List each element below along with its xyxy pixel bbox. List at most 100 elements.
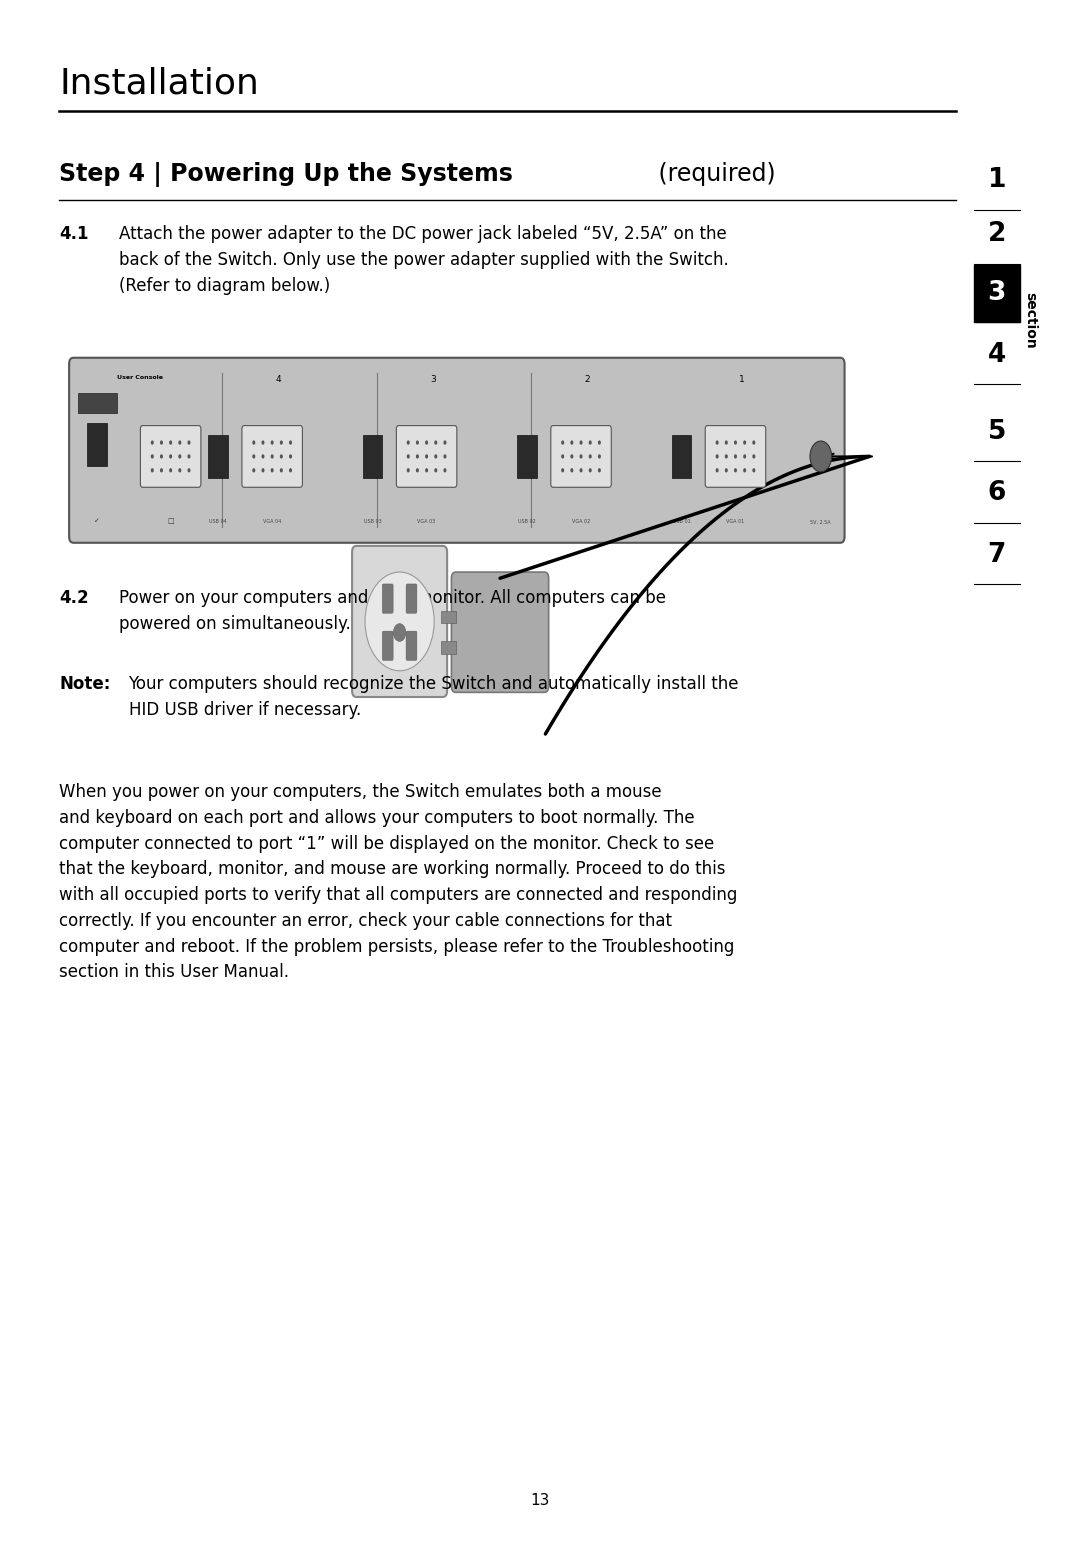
- Text: 13: 13: [530, 1493, 550, 1508]
- Circle shape: [810, 441, 832, 472]
- Circle shape: [562, 455, 564, 458]
- Circle shape: [178, 441, 181, 444]
- Text: 2: 2: [584, 375, 591, 384]
- Text: 5: 5: [987, 419, 1007, 444]
- Circle shape: [289, 469, 292, 472]
- Circle shape: [253, 441, 255, 444]
- Circle shape: [188, 455, 190, 458]
- FancyBboxPatch shape: [517, 435, 537, 478]
- Circle shape: [589, 469, 592, 472]
- Circle shape: [280, 455, 283, 458]
- FancyBboxPatch shape: [406, 631, 417, 660]
- Circle shape: [725, 455, 728, 458]
- Text: User Console: User Console: [118, 375, 163, 379]
- Circle shape: [188, 441, 190, 444]
- Circle shape: [407, 469, 409, 472]
- Circle shape: [289, 455, 292, 458]
- Circle shape: [253, 469, 255, 472]
- Circle shape: [734, 441, 737, 444]
- Circle shape: [407, 441, 409, 444]
- Circle shape: [753, 441, 755, 444]
- Circle shape: [253, 455, 255, 458]
- Circle shape: [178, 455, 181, 458]
- FancyBboxPatch shape: [363, 435, 382, 478]
- Circle shape: [151, 455, 153, 458]
- Text: 1: 1: [987, 168, 1007, 193]
- FancyBboxPatch shape: [208, 435, 228, 478]
- Circle shape: [416, 441, 419, 444]
- FancyBboxPatch shape: [396, 426, 457, 487]
- Text: VGA 03: VGA 03: [418, 520, 435, 524]
- Circle shape: [170, 441, 172, 444]
- FancyBboxPatch shape: [441, 641, 456, 654]
- Circle shape: [170, 469, 172, 472]
- Text: Note:: Note:: [59, 675, 111, 694]
- FancyBboxPatch shape: [406, 584, 417, 614]
- Circle shape: [280, 441, 283, 444]
- Circle shape: [434, 469, 437, 472]
- Circle shape: [426, 469, 428, 472]
- Circle shape: [151, 441, 153, 444]
- Circle shape: [570, 455, 573, 458]
- Text: 7: 7: [987, 543, 1007, 567]
- FancyBboxPatch shape: [974, 265, 1020, 322]
- Circle shape: [261, 469, 265, 472]
- Text: VGA 04: VGA 04: [264, 520, 281, 524]
- FancyBboxPatch shape: [382, 584, 393, 614]
- Text: USB 01: USB 01: [673, 520, 690, 524]
- Text: □: □: [167, 518, 174, 524]
- Circle shape: [570, 469, 573, 472]
- Circle shape: [160, 441, 163, 444]
- Circle shape: [160, 455, 163, 458]
- Circle shape: [725, 469, 728, 472]
- Text: 6: 6: [987, 481, 1007, 506]
- Text: 4.2: 4.2: [59, 589, 89, 608]
- Circle shape: [271, 441, 273, 444]
- Circle shape: [393, 623, 406, 641]
- Text: VGA 01: VGA 01: [727, 520, 744, 524]
- Text: Your computers should recognize the Switch and automatically install the
HID USB: Your computers should recognize the Swit…: [129, 675, 739, 719]
- Text: 4: 4: [988, 342, 1005, 367]
- Circle shape: [151, 469, 153, 472]
- Circle shape: [753, 469, 755, 472]
- Circle shape: [261, 455, 265, 458]
- Circle shape: [407, 455, 409, 458]
- FancyBboxPatch shape: [352, 546, 447, 697]
- Circle shape: [434, 441, 437, 444]
- Circle shape: [261, 441, 265, 444]
- Circle shape: [734, 469, 737, 472]
- Text: VGA 02: VGA 02: [572, 520, 590, 524]
- FancyBboxPatch shape: [451, 572, 549, 692]
- FancyBboxPatch shape: [705, 426, 766, 487]
- Circle shape: [365, 572, 434, 671]
- Text: 2: 2: [987, 222, 1007, 247]
- Circle shape: [753, 455, 755, 458]
- Circle shape: [580, 441, 582, 444]
- Text: 3: 3: [430, 375, 436, 384]
- Text: USB 02: USB 02: [518, 520, 536, 524]
- Circle shape: [188, 469, 190, 472]
- FancyBboxPatch shape: [382, 631, 393, 660]
- Text: When you power on your computers, the Switch emulates both a mouse
and keyboard : When you power on your computers, the Sw…: [59, 783, 738, 981]
- Circle shape: [170, 455, 172, 458]
- Text: Power on your computers and your monitor. All computers can be
powered on simult: Power on your computers and your monitor…: [119, 589, 665, 632]
- Circle shape: [725, 441, 728, 444]
- Circle shape: [580, 469, 582, 472]
- FancyBboxPatch shape: [140, 426, 201, 487]
- Circle shape: [426, 455, 428, 458]
- Text: 3: 3: [987, 281, 1007, 305]
- Text: 5V, 2.5A: 5V, 2.5A: [810, 520, 832, 524]
- Circle shape: [743, 441, 746, 444]
- Circle shape: [271, 455, 273, 458]
- Circle shape: [743, 469, 746, 472]
- FancyBboxPatch shape: [242, 426, 302, 487]
- Circle shape: [426, 441, 428, 444]
- Circle shape: [444, 455, 446, 458]
- Circle shape: [280, 469, 283, 472]
- Circle shape: [444, 469, 446, 472]
- Text: section: section: [1024, 293, 1037, 348]
- FancyBboxPatch shape: [69, 358, 845, 543]
- Circle shape: [716, 469, 718, 472]
- Circle shape: [271, 469, 273, 472]
- Circle shape: [562, 441, 564, 444]
